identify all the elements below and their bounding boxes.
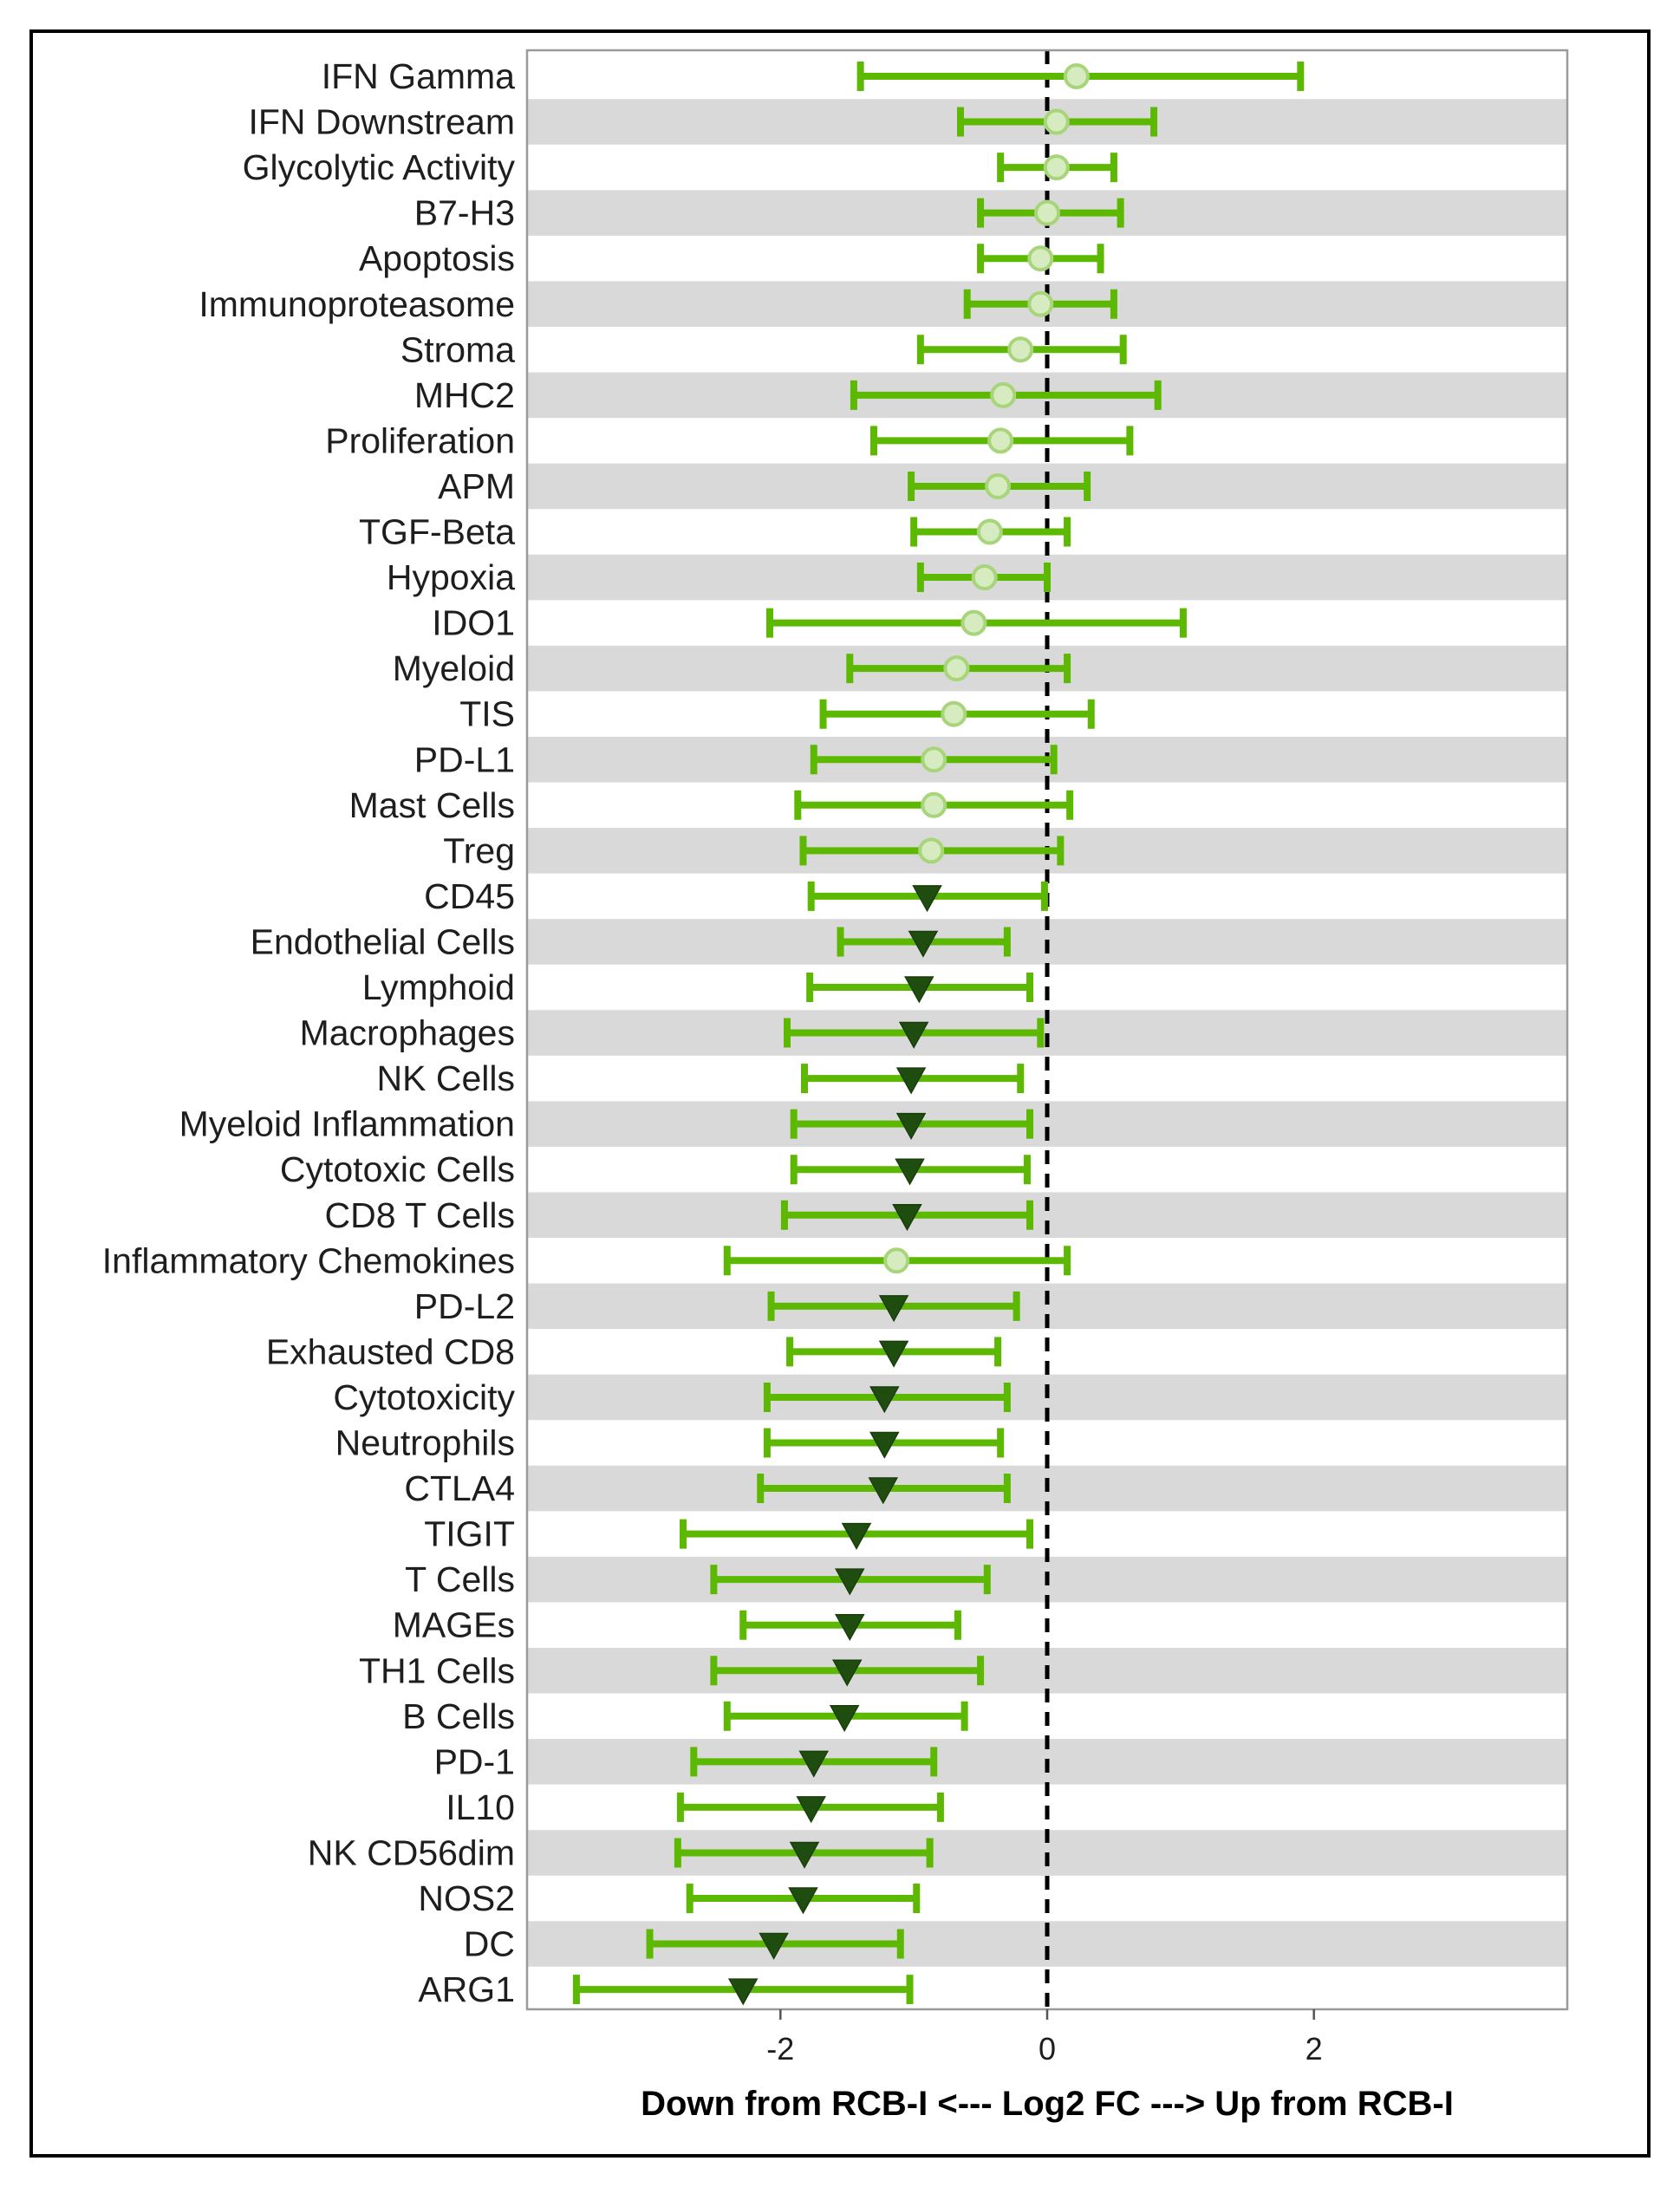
- row-label: Immunoproteasome: [199, 284, 515, 324]
- circle-marker: [985, 472, 1012, 499]
- triangle-down-marker: [759, 1932, 789, 1960]
- row-label: Mast Cells: [349, 785, 515, 825]
- circle-marker: [918, 837, 945, 864]
- row-label: TIS: [459, 694, 515, 734]
- triangle-down-marker: [904, 976, 934, 1004]
- row-label: Cytotoxic Cells: [280, 1149, 515, 1189]
- triangle-down-marker: [829, 1705, 860, 1733]
- row-label: APM: [438, 466, 515, 506]
- x-axis-ticks: -2 0 2: [766, 2009, 1323, 2067]
- row-label: DC: [464, 1924, 515, 1964]
- row-label: Neutrophils: [335, 1423, 515, 1463]
- triangle-down-marker: [727, 1978, 759, 2006]
- triangle-down-marker: [835, 1613, 865, 1642]
- row-label: TIGIT: [424, 1514, 515, 1554]
- circle-marker: [1027, 290, 1054, 317]
- row-label: Myeloid: [393, 648, 515, 688]
- row-label: Apoptosis: [359, 238, 515, 278]
- circle-marker: [990, 381, 1017, 408]
- circle-marker: [1007, 336, 1034, 363]
- circle-marker: [960, 609, 987, 636]
- triangle-down-marker: [895, 1158, 925, 1186]
- row-labels: IFN Gamma IFN Downstream Glycolytic Activi…: [102, 56, 516, 2009]
- row-label: CD8 T Cells: [325, 1195, 516, 1235]
- row-label: Glycolytic Activity: [243, 147, 516, 187]
- circle-marker: [1063, 63, 1090, 89]
- row-label: B7-H3: [414, 193, 515, 233]
- row-label: Inflammatory Chemokines: [102, 1240, 515, 1280]
- triangle-down-marker: [908, 930, 939, 958]
- triangle-down-marker: [878, 1295, 909, 1323]
- triangle-down-marker: [796, 1796, 826, 1824]
- row-label: PD-1: [434, 1741, 515, 1781]
- triangle-down-marker: [878, 1340, 909, 1368]
- row-label: CTLA4: [404, 1468, 515, 1508]
- triangle-down-marker: [892, 1204, 922, 1232]
- circle-marker: [921, 746, 947, 773]
- row-label: Myeloid Inflammation: [179, 1104, 515, 1144]
- row-label: IFN Gamma: [322, 56, 515, 96]
- row-label: IFN Downstream: [248, 102, 515, 142]
- circle-marker: [1027, 245, 1054, 272]
- row-label: TH1 Cells: [359, 1650, 515, 1690]
- triangle-down-marker: [869, 1386, 900, 1414]
- circle-marker: [943, 655, 970, 682]
- row-label: TGF-Beta: [359, 512, 515, 552]
- triangle-down-marker: [831, 1659, 863, 1687]
- triangle-down-marker: [835, 1568, 865, 1596]
- row-label: ARG1: [418, 1969, 515, 2009]
- x-tick-label: 0: [1039, 2031, 1056, 2067]
- row-label: Cytotoxicity: [333, 1377, 515, 1417]
- triangle-down-marker: [869, 1431, 900, 1459]
- row-label: Endothelial Cells: [251, 921, 515, 961]
- circle-marker: [921, 791, 947, 818]
- circle-marker: [1043, 154, 1070, 181]
- triangle-down-marker: [789, 1841, 820, 1869]
- triangle-down-marker: [868, 1477, 899, 1505]
- row-label: CD45: [424, 876, 515, 916]
- row-label: Exhausted CD8: [266, 1331, 515, 1371]
- row-label: IL10: [446, 1787, 515, 1827]
- circle-marker: [971, 564, 998, 591]
- triangle-down-marker: [798, 1750, 830, 1778]
- row-label: NOS2: [418, 1878, 515, 1918]
- row-label: Proliferation: [325, 420, 515, 460]
- circle-marker: [987, 427, 1014, 454]
- row-label: MHC2: [414, 375, 515, 415]
- triangle-down-marker: [841, 1522, 872, 1550]
- x-axis-label: Down from RCB-I <--- Log2 FC ---> Up fro…: [641, 2085, 1454, 2123]
- triangle-down-marker: [895, 1067, 927, 1095]
- circle-marker: [1034, 199, 1060, 226]
- triangle-down-marker: [898, 1021, 929, 1049]
- circle-marker: [976, 518, 1003, 545]
- row-label: Lymphoid: [362, 967, 515, 1007]
- row-label: IDO1: [432, 603, 515, 643]
- circle-marker: [1043, 108, 1070, 135]
- row-label: T Cells: [405, 1559, 515, 1599]
- figure-frame: IFN Gamma IFN Downstream Glycolytic Activi…: [29, 29, 1651, 2158]
- row-label: PD-L1: [414, 739, 515, 779]
- forest-plot: IFN Gamma IFN Downstream Glycolytic Activi…: [102, 49, 1569, 2123]
- row-label: NK Cells: [377, 1058, 515, 1098]
- circle-marker: [941, 700, 967, 727]
- row-label: MAGEs: [393, 1605, 515, 1645]
- triangle-down-marker: [895, 1112, 927, 1140]
- point-estimates: [727, 63, 1090, 2006]
- row-label: Treg: [443, 830, 515, 870]
- triangle-down-marker: [788, 1887, 818, 1915]
- row-label: Macrophages: [300, 1013, 515, 1053]
- row-label: Stroma: [400, 329, 515, 369]
- row-label: NK CD56dim: [308, 1832, 515, 1872]
- row-label: B Cells: [402, 1696, 515, 1736]
- x-tick-label: 2: [1306, 2031, 1323, 2067]
- triangle-down-marker: [912, 885, 942, 913]
- row-label: PD-L2: [414, 1286, 515, 1326]
- circle-marker: [883, 1247, 910, 1274]
- x-tick-label: -2: [766, 2031, 794, 2067]
- row-label: Hypoxia: [387, 557, 515, 597]
